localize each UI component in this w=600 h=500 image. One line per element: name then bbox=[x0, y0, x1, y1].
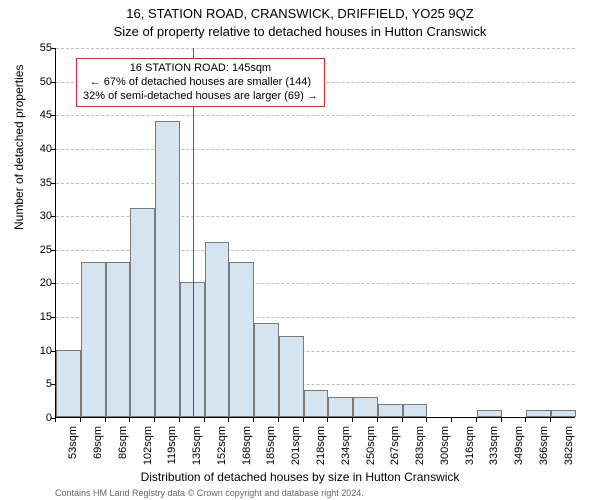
x-tick-label: 119sqm bbox=[166, 426, 178, 466]
x-tick-mark bbox=[80, 418, 81, 422]
x-tick-mark bbox=[154, 418, 155, 422]
x-tick-mark bbox=[501, 418, 502, 422]
x-tick-label: 382sqm bbox=[563, 426, 575, 466]
histogram-bar bbox=[180, 282, 205, 417]
histogram-bar bbox=[106, 262, 131, 417]
x-tick-mark bbox=[204, 418, 205, 422]
x-tick-mark bbox=[327, 418, 328, 422]
gridline bbox=[56, 48, 575, 49]
annotation-line: 16 STATION ROAD: 145sqm bbox=[83, 62, 318, 76]
chart-figure: 16, STATION ROAD, CRANSWICK, DRIFFIELD, … bbox=[0, 0, 600, 500]
x-tick-mark bbox=[278, 418, 279, 422]
y-tick-label: 10 bbox=[30, 345, 52, 357]
histogram-bar bbox=[403, 404, 428, 417]
x-tick-mark bbox=[352, 418, 353, 422]
x-tick-mark bbox=[476, 418, 477, 422]
y-tick-label: 45 bbox=[30, 109, 52, 121]
histogram-bar bbox=[328, 397, 353, 417]
y-tick-label: 25 bbox=[30, 244, 52, 256]
gridline bbox=[56, 149, 575, 150]
plot-area: 16 STATION ROAD: 145sqm← 67% of detached… bbox=[55, 48, 575, 418]
x-tick-label: 168sqm bbox=[241, 426, 253, 466]
gridline bbox=[56, 115, 575, 116]
y-tick-label: 0 bbox=[30, 412, 52, 424]
x-tick-label: 267sqm bbox=[389, 426, 401, 466]
y-tick-label: 15 bbox=[30, 311, 52, 323]
x-tick-mark bbox=[426, 418, 427, 422]
histogram-bar bbox=[279, 336, 304, 417]
attribution-line1: Contains HM Land Registry data © Crown c… bbox=[55, 488, 399, 499]
y-tick-label: 5 bbox=[30, 378, 52, 390]
x-tick-mark bbox=[55, 418, 56, 422]
histogram-bar bbox=[353, 397, 378, 417]
histogram-bar bbox=[205, 242, 230, 417]
y-tick-label: 50 bbox=[30, 76, 52, 88]
x-tick-label: 333sqm bbox=[488, 426, 500, 466]
histogram-bar bbox=[551, 410, 576, 417]
x-tick-label: 102sqm bbox=[142, 426, 154, 466]
x-tick-label: 135sqm bbox=[191, 426, 203, 466]
histogram-bar bbox=[526, 410, 551, 417]
y-tick-label: 40 bbox=[30, 143, 52, 155]
x-tick-label: 366sqm bbox=[538, 426, 550, 466]
x-tick-label: 53sqm bbox=[67, 426, 79, 466]
annotation-line: ← 67% of detached houses are smaller (14… bbox=[83, 76, 318, 90]
histogram-bar bbox=[254, 323, 279, 417]
x-tick-label: 316sqm bbox=[464, 426, 476, 466]
x-tick-mark bbox=[179, 418, 180, 422]
y-tick-label: 30 bbox=[30, 210, 52, 222]
histogram-bar bbox=[56, 350, 81, 417]
histogram-bar bbox=[155, 121, 180, 417]
histogram-bar bbox=[130, 208, 155, 417]
x-tick-mark bbox=[253, 418, 254, 422]
y-tick-label: 55 bbox=[30, 42, 52, 54]
x-tick-mark bbox=[129, 418, 130, 422]
x-tick-label: 185sqm bbox=[265, 426, 277, 466]
annotation-box: 16 STATION ROAD: 145sqm← 67% of detached… bbox=[76, 58, 325, 107]
x-tick-mark bbox=[525, 418, 526, 422]
x-tick-label: 283sqm bbox=[414, 426, 426, 466]
histogram-bar bbox=[304, 390, 329, 417]
histogram-bar bbox=[477, 410, 502, 417]
y-tick-label: 35 bbox=[30, 177, 52, 189]
annotation-line: 32% of semi-detached houses are larger (… bbox=[83, 90, 318, 104]
x-tick-label: 250sqm bbox=[365, 426, 377, 466]
y-axis-label: Number of detached properties bbox=[12, 65, 26, 230]
x-tick-label: 69sqm bbox=[92, 426, 104, 466]
attribution-text: Contains HM Land Registry data © Crown c… bbox=[55, 488, 399, 500]
chart-title-line2: Size of property relative to detached ho… bbox=[0, 24, 600, 39]
x-tick-label: 234sqm bbox=[340, 426, 352, 466]
x-tick-label: 218sqm bbox=[315, 426, 327, 466]
x-tick-label: 300sqm bbox=[439, 426, 451, 466]
y-tick-label: 20 bbox=[30, 277, 52, 289]
x-tick-label: 86sqm bbox=[117, 426, 129, 466]
x-tick-mark bbox=[451, 418, 452, 422]
chart-title-line1: 16, STATION ROAD, CRANSWICK, DRIFFIELD, … bbox=[0, 6, 600, 21]
histogram-bar bbox=[378, 404, 403, 417]
x-axis-label: Distribution of detached houses by size … bbox=[0, 470, 600, 484]
histogram-bar bbox=[81, 262, 106, 417]
gridline bbox=[56, 183, 575, 184]
x-tick-mark bbox=[105, 418, 106, 422]
x-tick-mark bbox=[402, 418, 403, 422]
x-tick-mark bbox=[550, 418, 551, 422]
x-tick-label: 201sqm bbox=[290, 426, 302, 466]
x-tick-mark bbox=[228, 418, 229, 422]
x-tick-label: 152sqm bbox=[216, 426, 228, 466]
histogram-bar bbox=[229, 262, 254, 417]
x-tick-mark bbox=[377, 418, 378, 422]
x-tick-label: 349sqm bbox=[513, 426, 525, 466]
x-tick-mark bbox=[303, 418, 304, 422]
